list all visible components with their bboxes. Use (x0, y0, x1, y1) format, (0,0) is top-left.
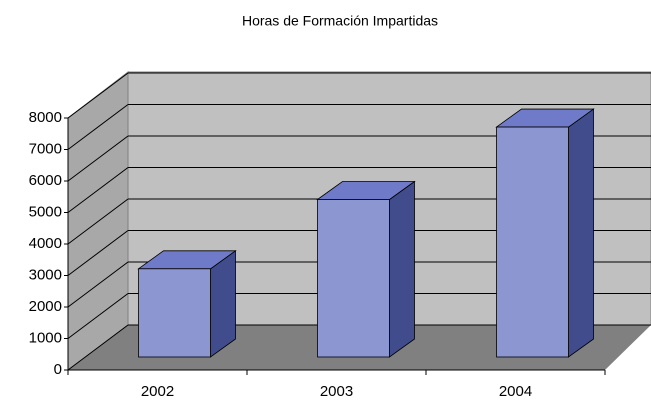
grid-line (67, 135, 129, 182)
y-tick-label: 1000 (29, 329, 62, 346)
grid-line (67, 198, 129, 245)
chart-title: Horas de Formación Impartidas (242, 13, 438, 29)
y-tick-label: 0 (54, 361, 62, 378)
bar (317, 199, 390, 358)
y-tick-label: 3000 (29, 266, 62, 283)
x-tick-label: 2004 (499, 383, 532, 400)
grid-line (67, 72, 129, 119)
y-tick-label: 5000 (29, 203, 62, 220)
grid-line (67, 230, 129, 276)
grid-line (67, 261, 129, 308)
bar-side (210, 250, 236, 358)
y-tick-label: 4000 (29, 235, 62, 252)
bar (496, 126, 569, 358)
x-tick-label: 2002 (141, 383, 174, 400)
x-tick-label: 2003 (320, 383, 353, 400)
y-tick-label: 6000 (29, 172, 62, 189)
y-tick-label: 7000 (29, 140, 62, 157)
grid-line (67, 324, 129, 371)
y-tick-label: 2000 (29, 298, 62, 315)
bar (138, 268, 211, 358)
grid-line (67, 104, 129, 150)
grid-line (67, 293, 129, 339)
bar-side (568, 108, 594, 358)
y-tick-label: 8000 (29, 109, 62, 126)
grid-line (67, 167, 129, 213)
bar-side (389, 180, 415, 358)
